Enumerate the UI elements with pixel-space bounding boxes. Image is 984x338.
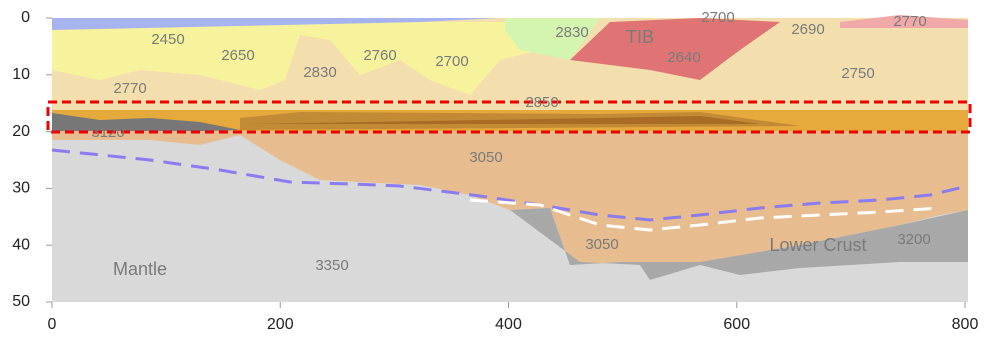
- y-tick-label: 40: [12, 236, 30, 253]
- annotation: 2750: [841, 65, 874, 82]
- annotation: Mantle: [113, 259, 167, 279]
- moho-line: [51, 148, 969, 222]
- dark-body: [52, 113, 240, 135]
- x-tick-label: 800: [952, 316, 979, 333]
- water-layer: [52, 18, 500, 30]
- annotation: 2690: [791, 21, 824, 38]
- lower-crust: [510, 208, 968, 280]
- alt-moho-line: [469, 198, 941, 232]
- x-tick-label: 400: [495, 316, 522, 333]
- x-tick-label: 0: [48, 316, 57, 333]
- y-tick-label: 0: [21, 9, 30, 26]
- annotation: 2830: [555, 24, 588, 41]
- y-tick-label: 50: [12, 293, 30, 310]
- annotation: 2770: [113, 80, 146, 97]
- dark-brown-band: [250, 116, 760, 124]
- y-tick-label: 30: [12, 180, 30, 197]
- annotation: 2700: [701, 9, 734, 26]
- tib-body: [570, 18, 780, 80]
- annotation: 2770: [893, 13, 926, 30]
- green-body: [505, 18, 600, 60]
- annotation: 2830: [303, 64, 336, 81]
- annotation: 2850: [525, 94, 558, 111]
- annotation: 3120: [91, 124, 124, 141]
- pink-body: [840, 15, 968, 28]
- annotation: 3350: [315, 257, 348, 274]
- annotation: TIB: [626, 27, 654, 47]
- y-tick-label: 20: [12, 123, 30, 140]
- annotation: 3050: [585, 236, 618, 253]
- annotation: 3200: [897, 231, 930, 248]
- annotation: 2760: [363, 47, 396, 64]
- annotation: Lower Crust: [769, 235, 866, 255]
- annotation: 2700: [435, 53, 468, 70]
- section-layers: [46, 15, 972, 302]
- annotation: 3050: [469, 149, 502, 166]
- annotation: 2450: [151, 31, 184, 48]
- x-tick-label: 600: [723, 316, 750, 333]
- x-tick-label: 200: [267, 316, 294, 333]
- middle-crust: [52, 131, 968, 265]
- sediment-layer: [52, 22, 560, 95]
- y-tick-label: 10: [12, 66, 30, 83]
- annotation: 2650: [221, 47, 254, 64]
- annotation: 2640: [667, 49, 700, 66]
